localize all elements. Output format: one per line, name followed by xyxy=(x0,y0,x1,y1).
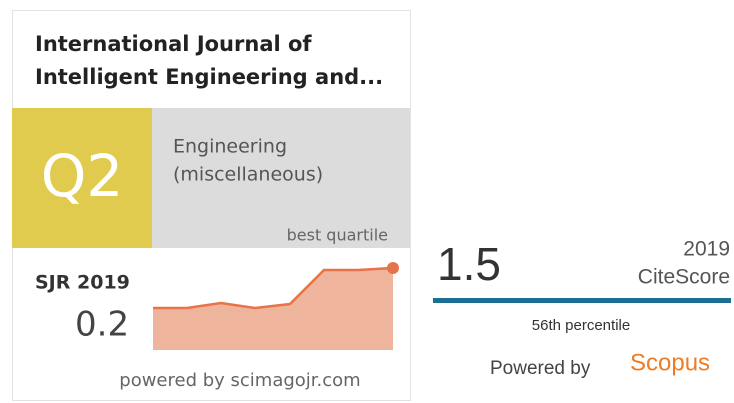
journal-title: Intelligent Engineering and... xyxy=(35,65,383,89)
citescore-year: 2019 xyxy=(683,238,730,261)
quartile-box xyxy=(12,108,152,248)
citescore-value: 1.5 xyxy=(437,238,501,290)
divider xyxy=(433,298,731,303)
citescore-label: CiteScore xyxy=(638,266,730,289)
sparkline xyxy=(153,266,394,310)
sparkline-end xyxy=(387,262,399,274)
sparkline-area xyxy=(153,268,393,350)
brand[interactable]: Scopus xyxy=(630,349,710,376)
sjr-widget: International Journal of Intelligent Eng… xyxy=(12,10,411,401)
category: (miscellaneous) xyxy=(173,164,323,186)
percentile: 56th percentile xyxy=(532,317,630,334)
journal-title: International Journal of xyxy=(35,32,312,56)
quartile-note: best quartile xyxy=(287,226,388,245)
quartile: Q2 xyxy=(41,142,124,210)
category-box xyxy=(152,108,410,248)
powered-by: Powered by xyxy=(490,358,591,379)
category: Engineering xyxy=(173,136,287,158)
metric-label: SJR 2019 xyxy=(35,272,130,294)
footer: powered by scimagojr.com xyxy=(119,370,360,391)
metric-value: 0.2 xyxy=(75,305,129,345)
citescore-widget: 1.5 2019 CiteScore 56th percentile Power… xyxy=(433,238,731,379)
